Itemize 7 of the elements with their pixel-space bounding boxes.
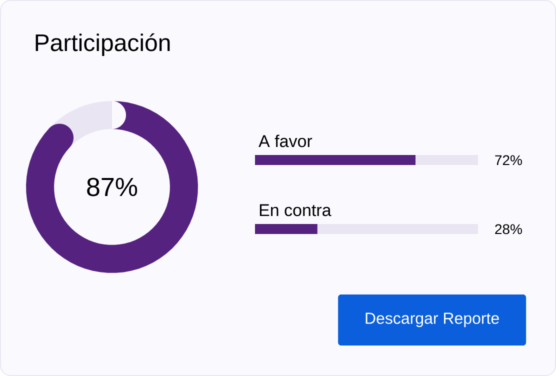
data-label: 28% [495, 224, 522, 234]
data-label: 87% [87, 178, 138, 196]
y-tick-label: En contra [260, 204, 332, 216]
text: Descargar Reporte [366, 312, 499, 328]
chart-title: Participación [36, 33, 170, 56]
data-label: 72% [495, 155, 522, 166]
y-tick-label: A favor [258, 134, 312, 148]
